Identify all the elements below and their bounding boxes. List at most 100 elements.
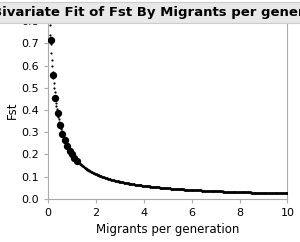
Point <box>78 163 83 166</box>
Point <box>68 150 73 154</box>
Point <box>132 182 137 186</box>
Point <box>97 174 101 177</box>
Point <box>237 190 242 194</box>
Point <box>88 169 93 173</box>
Point <box>116 179 120 183</box>
Y-axis label: Fst: Fst <box>6 101 19 119</box>
Point <box>212 189 217 193</box>
Point <box>56 113 60 116</box>
Point <box>177 187 182 191</box>
Point <box>233 190 238 194</box>
Point <box>68 149 72 153</box>
Point <box>98 174 103 178</box>
Point <box>152 185 157 189</box>
Point <box>118 180 122 184</box>
Point <box>128 182 132 186</box>
Point <box>156 186 161 189</box>
Point <box>134 183 139 187</box>
Point <box>58 126 63 129</box>
Point <box>272 191 277 195</box>
Point <box>135 183 140 187</box>
Point <box>53 98 58 101</box>
Point <box>118 180 123 184</box>
Point <box>241 190 246 194</box>
Point <box>98 174 103 178</box>
Point <box>56 115 61 119</box>
Point <box>83 166 88 170</box>
Point <box>280 191 285 195</box>
Point <box>135 183 140 187</box>
Point <box>182 188 186 191</box>
Point <box>91 171 96 175</box>
Point <box>153 185 158 189</box>
Point <box>116 180 121 183</box>
Point <box>131 182 136 186</box>
Point <box>206 189 211 193</box>
Point <box>180 187 184 191</box>
Point <box>214 189 219 193</box>
Point <box>260 191 265 195</box>
Point <box>92 171 97 175</box>
Point <box>283 191 287 195</box>
Point <box>284 191 289 195</box>
Point <box>219 189 224 193</box>
Point <box>265 191 269 195</box>
Point <box>117 180 122 184</box>
Point <box>95 173 100 177</box>
Point <box>52 90 57 94</box>
Point <box>140 184 145 188</box>
Point <box>267 191 272 195</box>
Point <box>162 186 167 190</box>
Point <box>236 190 241 194</box>
Point <box>118 180 123 184</box>
Point <box>228 190 233 194</box>
Point <box>115 179 119 183</box>
Point <box>260 191 265 195</box>
Point <box>194 188 199 192</box>
Point <box>119 180 124 184</box>
Point <box>230 190 235 194</box>
Point <box>231 190 236 194</box>
Point <box>141 184 146 188</box>
Point <box>48 38 53 42</box>
Point <box>152 185 156 189</box>
Point <box>85 168 90 172</box>
Point <box>258 191 262 195</box>
Point <box>63 139 68 143</box>
Point <box>283 191 288 195</box>
Point <box>161 186 166 190</box>
Point <box>203 189 208 193</box>
Point <box>243 190 248 194</box>
Point <box>62 138 67 142</box>
Point <box>153 185 158 189</box>
Point <box>133 183 138 187</box>
Point <box>199 189 203 192</box>
Point <box>279 191 283 195</box>
Point <box>139 183 144 187</box>
Point <box>173 187 178 191</box>
Point <box>81 165 85 168</box>
Point <box>78 162 83 166</box>
Point <box>125 181 130 185</box>
Point <box>167 187 172 190</box>
Point <box>175 187 180 191</box>
Point <box>159 186 164 190</box>
Point <box>74 158 79 162</box>
Point <box>204 189 209 193</box>
Point <box>173 187 178 191</box>
Point <box>109 178 113 182</box>
Point <box>232 190 237 194</box>
Point <box>164 186 169 190</box>
Point <box>100 175 105 179</box>
Point <box>278 191 282 195</box>
Point <box>120 181 125 184</box>
Point <box>152 185 157 189</box>
Point <box>154 185 159 189</box>
Point <box>228 190 232 194</box>
Point <box>251 191 256 195</box>
Point <box>71 155 76 159</box>
Point <box>233 190 238 194</box>
Point <box>248 190 253 194</box>
Point <box>70 153 75 157</box>
Point <box>182 188 187 191</box>
